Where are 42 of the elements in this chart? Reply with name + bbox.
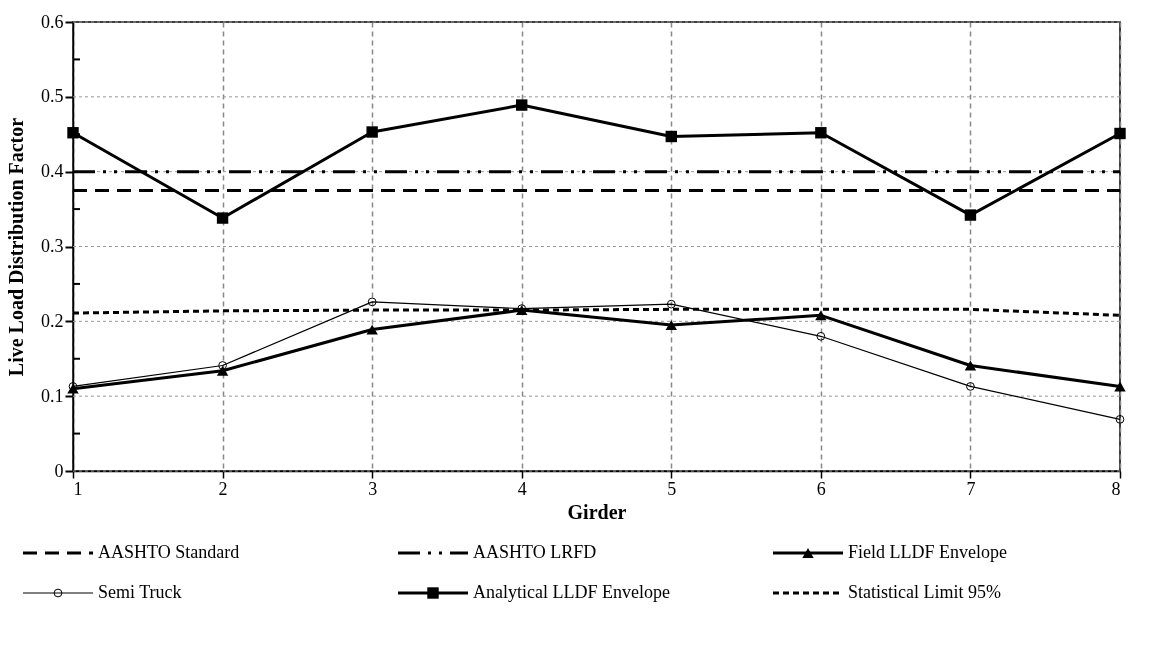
legend-label: Statistical Limit 95%: [848, 582, 1001, 602]
point: [964, 360, 977, 371]
point: [366, 126, 378, 138]
x-tick-label: 1: [73, 478, 83, 499]
point: [216, 212, 229, 224]
x-tick-label: 7: [966, 478, 976, 499]
legend-label: Analytical LLDF Envelope: [473, 582, 670, 602]
x-tick-label: 4: [517, 478, 527, 499]
x-tick-label: 5: [667, 478, 677, 499]
point: [1115, 415, 1125, 424]
point: [1114, 127, 1126, 140]
x-tick-label: 8: [1111, 478, 1121, 499]
y-tick-label: 0: [54, 460, 64, 481]
y-tick-label: 0.1: [41, 385, 64, 406]
point: [966, 382, 975, 391]
y-axis-title: Live Load Distribution Factor: [5, 117, 27, 377]
point: [964, 209, 977, 221]
y-tick-label: 0.4: [41, 161, 64, 182]
legend-label: AASHTO Standard: [98, 542, 240, 562]
point: [666, 299, 676, 309]
x-axis-title: Girder: [567, 500, 627, 523]
point: [665, 130, 677, 143]
point: [367, 297, 377, 307]
legend-label: Field LLDF Envelope: [848, 542, 1007, 562]
point: [815, 127, 827, 139]
y-tick-label: 0.5: [41, 86, 64, 107]
x-tick-label: 2: [218, 478, 228, 499]
point: [366, 324, 378, 335]
legend-label: AASHTO LRFD: [473, 542, 597, 562]
point: [815, 310, 827, 321]
point: [216, 365, 229, 376]
y-tick-label: 0.3: [41, 236, 64, 256]
x-tick-label: 3: [368, 478, 378, 499]
point: [665, 320, 677, 331]
x-tick-label: 6: [816, 478, 826, 499]
y-tick-label: 0.6: [41, 11, 64, 32]
point: [218, 361, 227, 370]
point: [516, 99, 528, 111]
y-tick-label: 0.2: [41, 310, 64, 331]
point: [816, 331, 826, 341]
point: [1114, 381, 1126, 392]
legend-label: Semi Truck: [98, 582, 182, 602]
